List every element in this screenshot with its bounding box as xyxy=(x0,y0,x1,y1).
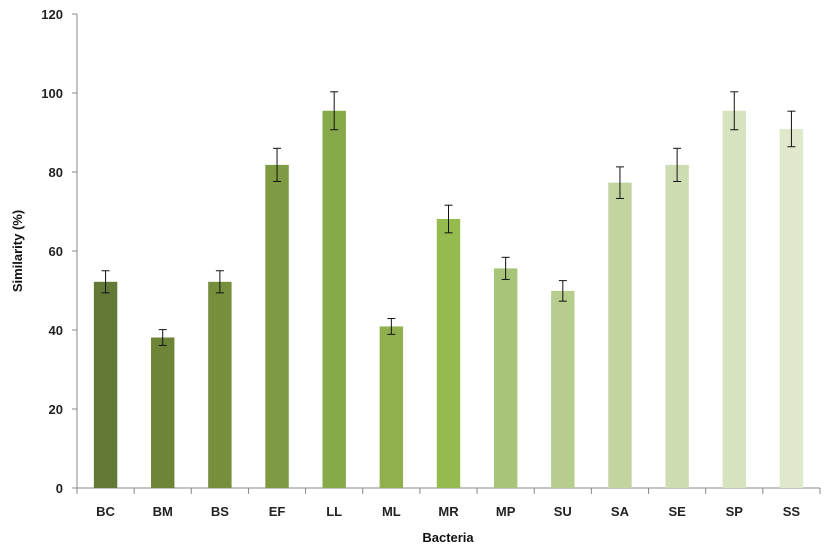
bar-sp xyxy=(722,110,746,489)
bar-bc xyxy=(93,281,118,488)
bar-su xyxy=(551,290,575,488)
x-tick-label-ef: EF xyxy=(269,504,286,519)
x-tick-label-sp: SP xyxy=(726,504,744,519)
x-tick-label-se: SE xyxy=(668,504,686,519)
y-tick-label: 80 xyxy=(49,165,63,180)
x-tick-label-su: SU xyxy=(554,504,572,519)
bar-ml xyxy=(379,326,404,488)
error-bar-ef xyxy=(273,147,282,182)
error-bar-ml xyxy=(387,318,396,335)
y-tick-label: 120 xyxy=(41,7,63,22)
bar-sa xyxy=(608,182,632,489)
error-bar-su xyxy=(558,280,567,302)
x-axis-title: Bacteria xyxy=(422,530,474,545)
bars xyxy=(93,110,804,489)
x-tick-label-ss: SS xyxy=(783,504,801,519)
y-tick-label: 100 xyxy=(41,86,63,101)
y-axis-title: Similarity (%) xyxy=(10,210,25,292)
x-tick-label-mr: MR xyxy=(438,504,459,519)
bar-ef xyxy=(265,164,289,488)
y-tick-label: 20 xyxy=(49,402,63,417)
error-bar-bm xyxy=(158,329,167,346)
y-tick-label: 40 xyxy=(49,323,63,338)
x-tick-label-ml: ML xyxy=(382,504,401,519)
error-bar-ss xyxy=(787,110,796,148)
error-bar-se xyxy=(673,147,682,182)
bar-ss xyxy=(779,128,804,488)
y-tick-label: 0 xyxy=(56,481,63,496)
error-bar-sp xyxy=(730,91,739,131)
x-tick-label-ll: LL xyxy=(326,504,342,519)
x-axis xyxy=(76,487,821,494)
bar-mr xyxy=(436,219,461,488)
y-axis xyxy=(72,13,78,489)
error-bar-sa xyxy=(615,166,624,199)
error-bar-mr xyxy=(444,204,453,234)
x-tick-label-bm: BM xyxy=(153,504,173,519)
bar-ll xyxy=(322,110,346,489)
error-bar-ll xyxy=(330,91,339,131)
x-tick-label-mp: MP xyxy=(496,504,516,519)
bar-bs xyxy=(208,281,232,488)
error-bar-bs xyxy=(215,270,224,294)
x-tick-label-bc: BC xyxy=(96,504,115,519)
bar-mp xyxy=(493,268,518,488)
y-tick-label: 60 xyxy=(49,244,63,259)
bar-se xyxy=(665,164,689,488)
y-tick-labels: 0 20 40 60 80 100 120 xyxy=(41,7,63,496)
error-bars xyxy=(101,91,796,346)
x-tick-label-bs: BS xyxy=(211,504,229,519)
x-tick-label-sa: SA xyxy=(611,504,630,519)
error-bar-bc xyxy=(101,270,110,294)
bar-bm xyxy=(151,337,175,488)
x-tick-labels: BC BM BS EF LL ML MR MP SU SA SE SP SS xyxy=(96,504,800,519)
error-bar-mp xyxy=(501,256,510,280)
